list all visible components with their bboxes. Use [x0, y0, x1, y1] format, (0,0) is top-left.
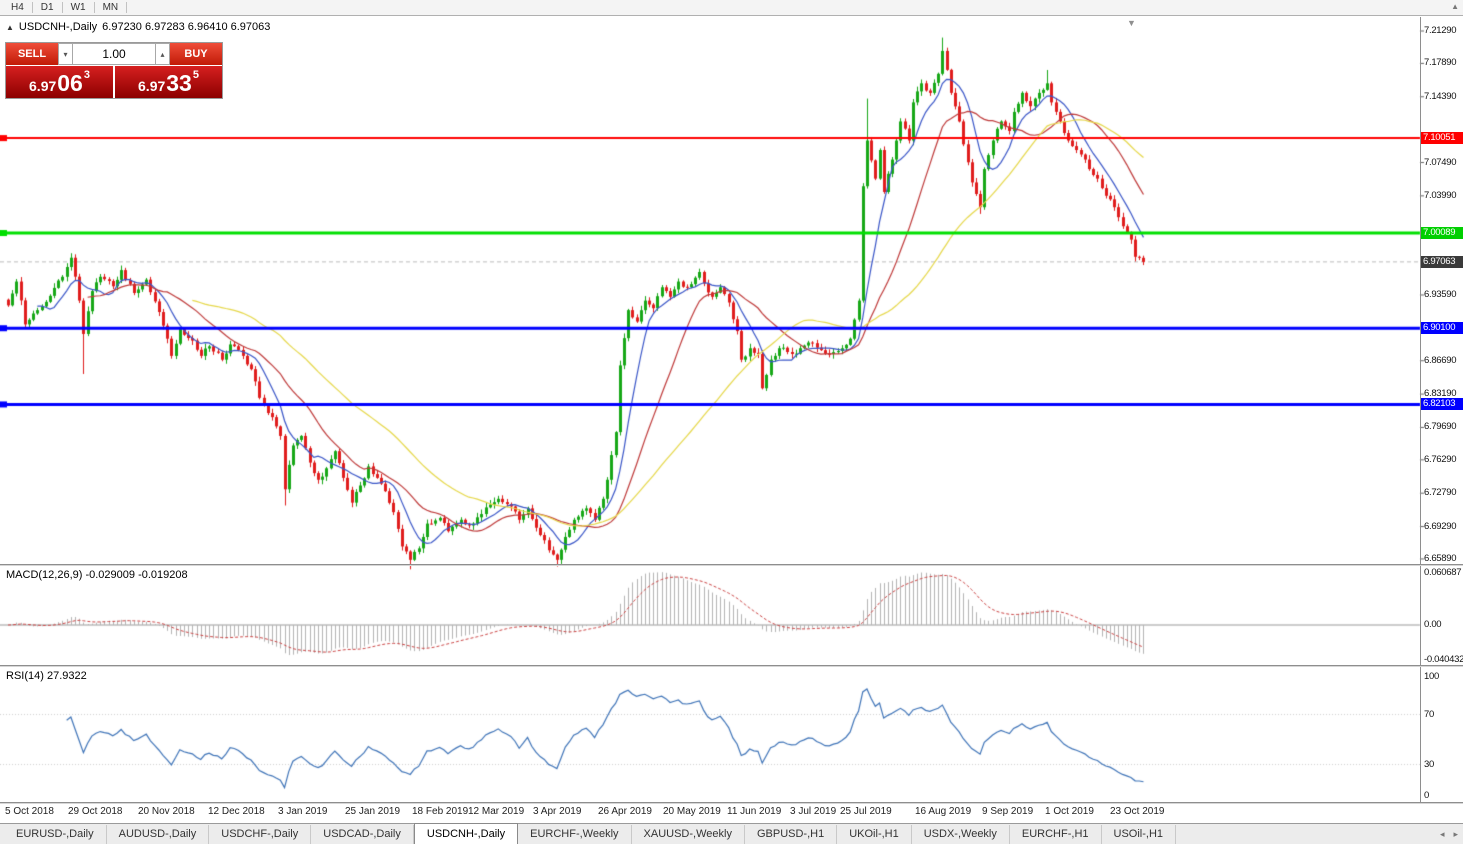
- buy-price-main: 6.97: [138, 78, 166, 94]
- main-macd-divider[interactable]: [0, 564, 1463, 566]
- macd-rsi-divider[interactable]: [0, 665, 1463, 667]
- volume-input[interactable]: 1.00: [73, 43, 155, 65]
- tab-usdcnh-daily[interactable]: USDCNH-,Daily: [413, 823, 519, 844]
- tab-eurusd-daily[interactable]: EURUSD-,Daily: [4, 825, 107, 844]
- collapse-trade-panel-icon[interactable]: ▲: [6, 22, 14, 32]
- timeframe-button-h4[interactable]: H4: [11, 1, 24, 13]
- buy-price-point: 5: [192, 69, 199, 81]
- macd-indicator-label: MACD(12,26,9) -0.029009 -0.019208: [6, 569, 188, 581]
- buy-button[interactable]: BUY: [170, 43, 222, 65]
- sell-price-pips: 06: [57, 70, 83, 96]
- tab-scroll-right-icon[interactable]: ▸: [1453, 829, 1458, 839]
- timeframe-toolbar: H4 D1 W1 MN: [0, 0, 1463, 16]
- sell-button[interactable]: SELL: [6, 43, 58, 65]
- chart-title: ▲ USDCNH-,Daily 6.97230 6.97283 6.96410 …: [6, 21, 270, 33]
- one-click-trading-panel: SELL ▾ 1.00 ▴ BUY 6.97 06 3 6.97 33 5: [5, 42, 223, 99]
- toolbar-separator: [61, 2, 63, 13]
- toolbar-separator: [93, 2, 95, 13]
- sell-price-display[interactable]: 6.97 06 3: [6, 66, 113, 98]
- buy-price-pips: 33: [166, 70, 192, 96]
- tab-scroll-left-icon[interactable]: ◂: [1439, 829, 1445, 839]
- chart-ohlc-values: 6.97230 6.97283 6.96410 6.97063: [102, 21, 271, 33]
- trade-controls-row: SELL ▾ 1.00 ▴ BUY: [6, 43, 222, 65]
- tab-gbpusd-h1[interactable]: GBPUSD-,H1: [745, 825, 838, 844]
- timeframe-buttons: H4 D1 W1 MN: [5, 1, 129, 15]
- tab-xauusd-weekly[interactable]: XAUUSD-,Weekly: [632, 825, 745, 844]
- chart-shift-marker-icon[interactable]: ▼: [1127, 18, 1136, 28]
- rsi-indicator-label: RSI(14) 27.9322: [6, 670, 87, 682]
- tab-usdx-weekly[interactable]: USDX-,Weekly: [912, 825, 1010, 844]
- tab-usdchf-daily[interactable]: USDCHF-,Daily: [209, 825, 312, 844]
- sell-price-point: 3: [83, 69, 90, 81]
- tab-eurchf-h1[interactable]: EURCHF-,H1: [1010, 825, 1102, 844]
- sell-price-main: 6.97: [29, 78, 57, 94]
- chart-tabs: EURUSD-,Daily AUDUSD-,Daily USDCHF-,Daily U…: [0, 823, 1177, 844]
- toolbar-separator: [126, 2, 128, 13]
- price-axis-separator: [1420, 17, 1421, 802]
- timeframe-button-w1[interactable]: W1: [70, 1, 86, 13]
- rsi-dateaxis-divider: [0, 802, 1463, 804]
- timeframe-button-mn[interactable]: MN: [102, 1, 119, 13]
- tab-audusd-daily[interactable]: AUDUSD-,Daily: [107, 825, 210, 844]
- tab-eurchf-weekly[interactable]: EURCHF-,Weekly: [518, 825, 632, 844]
- chart-symbol-label: USDCNH-,Daily: [18, 21, 98, 33]
- volume-increase-button[interactable]: ▴: [155, 43, 170, 65]
- tab-ukoil-h1[interactable]: UKOil-,H1: [837, 825, 912, 844]
- tab-usoil-h1[interactable]: USOil-,H1: [1102, 825, 1177, 844]
- buy-price-display[interactable]: 6.97 33 5: [115, 66, 222, 98]
- timeframe-button-d1[interactable]: D1: [40, 1, 54, 13]
- volume-decrease-button[interactable]: ▾: [58, 43, 73, 65]
- tab-scroll-arrows: ◂ ▸: [1437, 828, 1461, 841]
- scroll-up-icon[interactable]: ▲: [1451, 2, 1459, 11]
- chart-tabs-bar: EURUSD-,Daily AUDUSD-,Daily USDCHF-,Daily U…: [0, 823, 1463, 844]
- trade-prices-row: 6.97 06 3 6.97 33 5: [6, 65, 222, 98]
- toolbar-separator: [31, 2, 33, 13]
- tab-usdcad-daily[interactable]: USDCAD-,Daily: [311, 825, 414, 844]
